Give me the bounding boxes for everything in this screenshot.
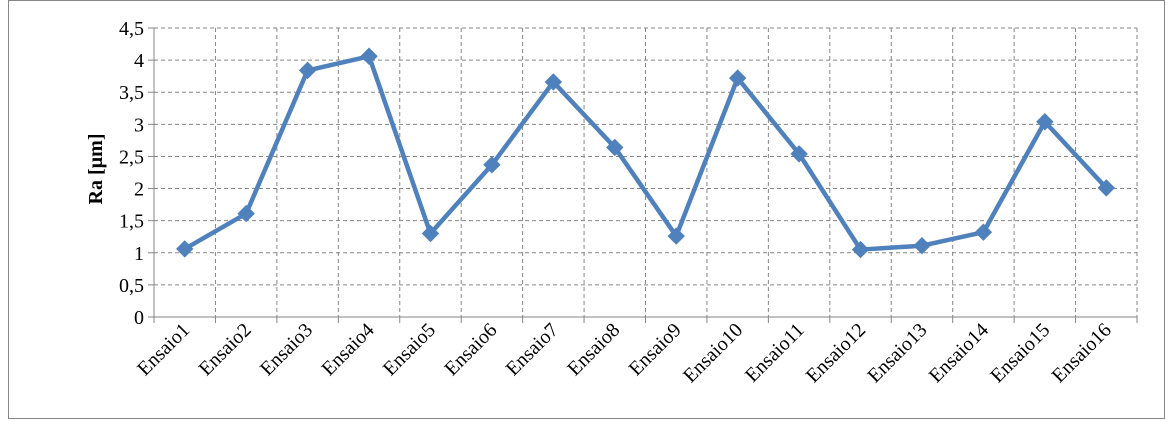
y-tick-label: 2 bbox=[134, 179, 144, 201]
data-point-marker bbox=[1097, 179, 1115, 197]
data-point-marker bbox=[544, 73, 563, 91]
y-tick-label: 0,5 bbox=[119, 275, 144, 297]
y-tick-label: 2,5 bbox=[119, 146, 144, 168]
data-point-marker bbox=[176, 240, 194, 258]
data-point-marker bbox=[606, 138, 624, 157]
data-point-marker bbox=[974, 223, 993, 241]
data-point-marker bbox=[851, 240, 870, 259]
x-tick-label: Ensaio14 bbox=[925, 319, 993, 387]
y-tick-label: 4,5 bbox=[119, 18, 144, 40]
data-point-marker bbox=[728, 69, 747, 87]
chart-area: 0 0,5 1 1,5 2 2,5 3 3,5 4 4,5 Ensaio1 Ensaio2 Ensai… bbox=[8, 0, 1165, 419]
x-tick-label: Ensaio11 bbox=[741, 319, 809, 387]
x-tick-label: Ensaio2 bbox=[195, 319, 256, 380]
x-tick-label: Ensaio13 bbox=[863, 319, 931, 387]
data-point-marker bbox=[667, 227, 685, 245]
y-tick-label: 4 bbox=[134, 50, 144, 72]
y-axis-title: Ra [µm] bbox=[85, 134, 107, 205]
x-tick-label: Ensaio3 bbox=[256, 319, 317, 380]
data-point-marker bbox=[913, 237, 931, 255]
data-point-marker bbox=[237, 204, 255, 223]
x-tick-label: Ensaio10 bbox=[679, 319, 747, 387]
data-point-marker bbox=[483, 156, 501, 174]
y-tick-label: 0 bbox=[134, 307, 144, 329]
y-tick-label: 3,5 bbox=[119, 82, 144, 104]
y-tick-labels: 0 0,5 1 1,5 2 2,5 3 3,5 4 4,5 bbox=[119, 18, 144, 329]
line-chart: 0 0,5 1 1,5 2 2,5 3 3,5 4 4,5 Ensaio1 Ensaio2 Ensai… bbox=[85, 18, 1138, 387]
x-tick-label: Ensaio9 bbox=[625, 319, 686, 380]
y-tick-label: 1,5 bbox=[119, 211, 144, 233]
x-tick-label: Ensaio4 bbox=[317, 319, 378, 380]
data-point-marker bbox=[790, 145, 808, 163]
grid bbox=[154, 27, 1138, 317]
data-series bbox=[176, 47, 1115, 259]
x-tick-labels: Ensaio1 Ensaio2 Ensaio3 Ensaio4 Ensaio5 Ensai… bbox=[133, 319, 1116, 387]
data-point-marker bbox=[298, 61, 317, 80]
x-tick-label: Ensaio8 bbox=[563, 319, 624, 380]
x-tick-label: Ensaio15 bbox=[986, 319, 1054, 387]
data-point-marker bbox=[1036, 113, 1054, 131]
x-tick-label: Ensaio5 bbox=[379, 319, 440, 380]
data-point-marker bbox=[421, 224, 440, 243]
x-tick-label: Ensaio7 bbox=[502, 319, 563, 380]
y-tick-label: 3 bbox=[134, 114, 144, 136]
series-line bbox=[183, 54, 1108, 252]
data-point-marker bbox=[360, 47, 378, 65]
axes bbox=[148, 27, 1138, 323]
x-tick-label: Ensaio6 bbox=[440, 319, 501, 380]
x-tick-label: Ensaio16 bbox=[1048, 319, 1116, 387]
x-tick-label: Ensaio12 bbox=[802, 319, 870, 387]
y-tick-label: 1 bbox=[134, 243, 144, 265]
